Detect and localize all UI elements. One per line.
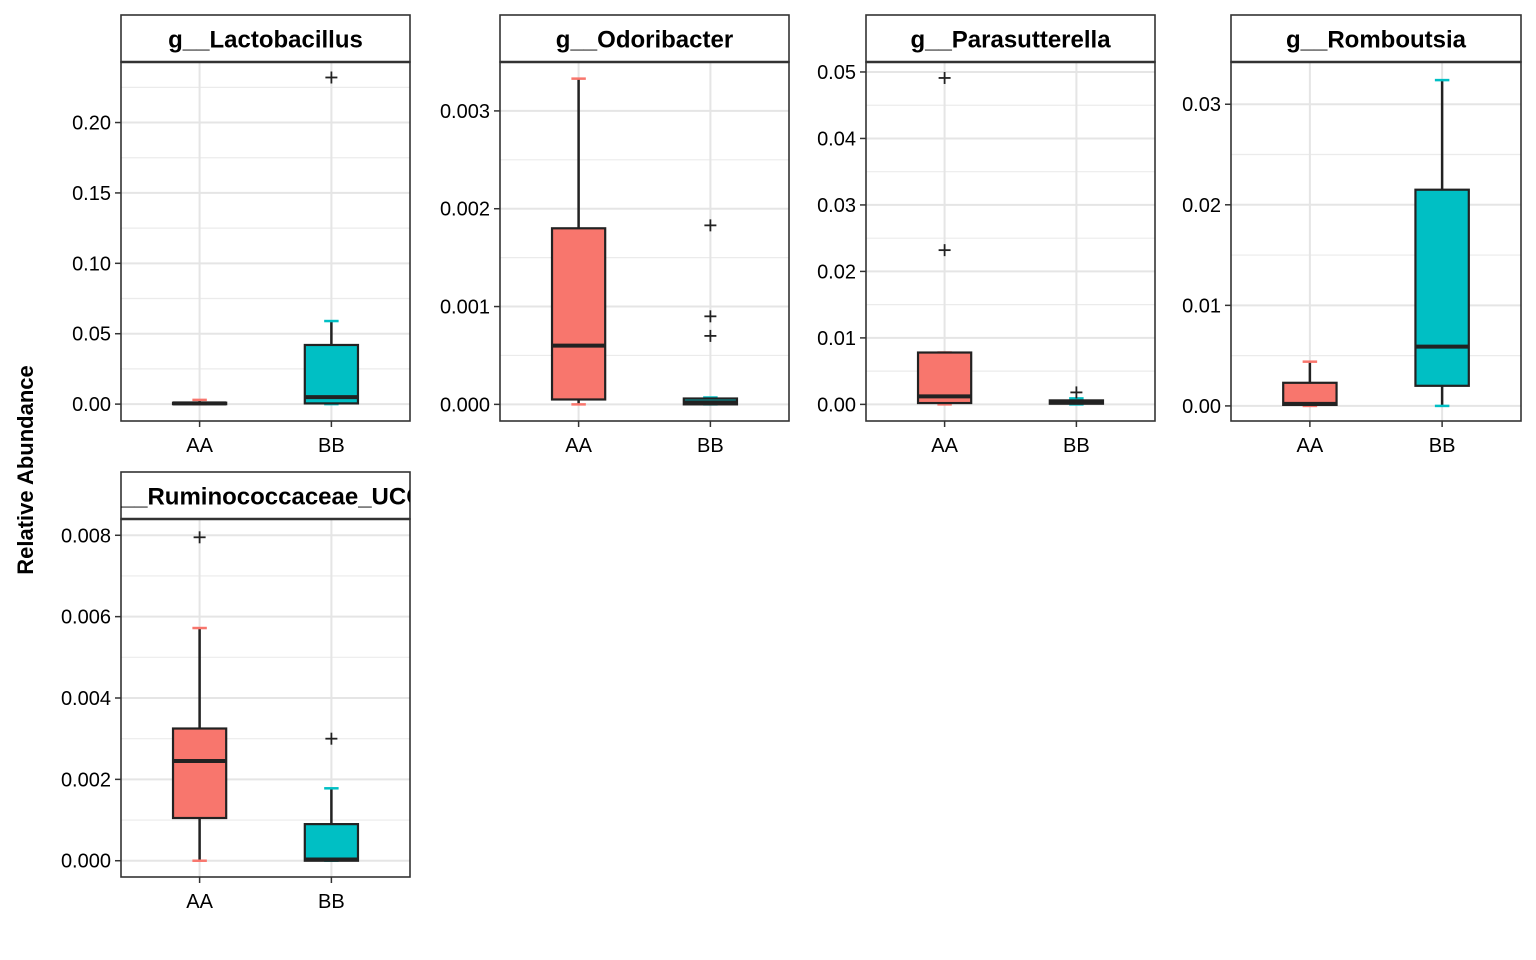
- facet-panel: 0.000 0.002 0.004 0.006 0.008 AA BB g__Ruminoco…: [61, 471, 425, 913]
- iqr-box: [171, 727, 228, 820]
- box-BB: [1048, 386, 1105, 406]
- facet-panel: 0.000 0.001 0.002 0.003 AA BB g__Odoribacter: [440, 14, 790, 457]
- facet-panel: 0.00 0.01 0.02 0.03 0.04 0.05 AA BB g__Parasutte…: [817, 14, 1156, 457]
- box-AA: [171, 531, 228, 862]
- box-AA: [550, 77, 607, 406]
- iqr-box: [1414, 188, 1470, 387]
- y-tick-label: 0.00: [72, 394, 111, 416]
- facet-panels: 0.00 0.05 0.10 0.15 0.20 AA BB g__Lactobacillus…: [61, 14, 1522, 913]
- panel-background: [1231, 62, 1521, 421]
- y-tick-label: 0.004: [61, 688, 111, 710]
- x-tick-label: BB: [318, 891, 345, 913]
- outlier-point: [325, 71, 338, 84]
- outlier-point: [938, 244, 951, 257]
- outlier-point: [193, 531, 206, 544]
- x-tick-label: AA: [186, 435, 213, 457]
- facet-strip: [1230, 14, 1522, 63]
- iqr-box: [303, 343, 360, 405]
- y-tick-label: 0.006: [61, 607, 111, 629]
- y-tick-label: 0.00: [1182, 396, 1221, 418]
- panel-background: [121, 62, 410, 421]
- y-tick-label: 0.03: [817, 195, 856, 217]
- y-axis-label: Relative Abundance: [13, 365, 38, 574]
- outlier-point: [704, 310, 717, 323]
- facet-title: g__Odoribacter: [556, 27, 733, 54]
- box-AA: [171, 398, 228, 406]
- panel-background: [500, 62, 789, 421]
- outlier-point: [704, 329, 717, 342]
- y-tick-label: 0.20: [72, 113, 111, 135]
- y-tick-label: 0.15: [72, 183, 111, 205]
- x-tick-label: BB: [318, 435, 345, 457]
- box-BB: [303, 71, 360, 406]
- facet-strip: [120, 14, 411, 63]
- iqr-box: [303, 823, 360, 862]
- y-tick-label: 0.02: [1182, 195, 1221, 217]
- outlier-point: [325, 732, 338, 745]
- y-tick-label: 0.002: [440, 199, 490, 221]
- x-tick-label: AA: [565, 435, 592, 457]
- x-tick-label: BB: [697, 435, 724, 457]
- y-tick-label: 0.002: [61, 769, 111, 791]
- box-BB: [1414, 78, 1470, 408]
- facet-panel: 0.00 0.01 0.02 0.03 AA BB g__Romboutsia: [1182, 14, 1522, 457]
- x-tick-label: AA: [1297, 435, 1324, 457]
- y-tick-label: 0.05: [72, 324, 111, 346]
- x-tick-label: AA: [186, 891, 213, 913]
- facet-strip: [499, 14, 790, 63]
- box-BB: [303, 732, 360, 862]
- outlier-point: [704, 219, 717, 232]
- y-tick-label: 0.003: [440, 101, 490, 123]
- facet-panel: 0.00 0.05 0.10 0.15 0.20 AA BB g__Lactobacillus: [72, 14, 411, 457]
- box-AA: [916, 71, 973, 406]
- iqr-box: [550, 227, 607, 401]
- y-tick-label: 0.01: [1182, 295, 1221, 317]
- y-tick-label: 0.000: [61, 851, 111, 873]
- x-tick-label: BB: [1429, 435, 1456, 457]
- y-tick-label: 0.008: [61, 525, 111, 547]
- y-tick-label: 0.10: [72, 253, 111, 275]
- facet-title: g__Lactobacillus: [168, 27, 363, 54]
- y-tick-label: 0.001: [440, 297, 490, 319]
- facet-title: g__Parasutterella: [910, 27, 1111, 54]
- facet-title: g__Ruminococcaceae_UCG: [106, 484, 425, 511]
- y-tick-label: 0.03: [1182, 94, 1221, 116]
- y-tick-label: 0.000: [440, 394, 490, 416]
- y-tick-label: 0.05: [817, 62, 856, 84]
- y-tick-label: 0.00: [817, 394, 856, 416]
- y-tick-label: 0.01: [817, 328, 856, 350]
- box-AA: [1282, 360, 1338, 408]
- x-tick-label: AA: [931, 435, 958, 457]
- panel-background: [866, 62, 1155, 421]
- facet-title: g__Romboutsia: [1286, 27, 1467, 54]
- outlier-point: [1070, 386, 1083, 399]
- x-tick-label: BB: [1063, 435, 1090, 457]
- y-tick-label: 0.04: [817, 128, 856, 150]
- y-tick-label: 0.02: [817, 261, 856, 283]
- outlier-point: [938, 71, 951, 84]
- iqr-box: [1282, 381, 1338, 407]
- box-BB: [682, 219, 739, 406]
